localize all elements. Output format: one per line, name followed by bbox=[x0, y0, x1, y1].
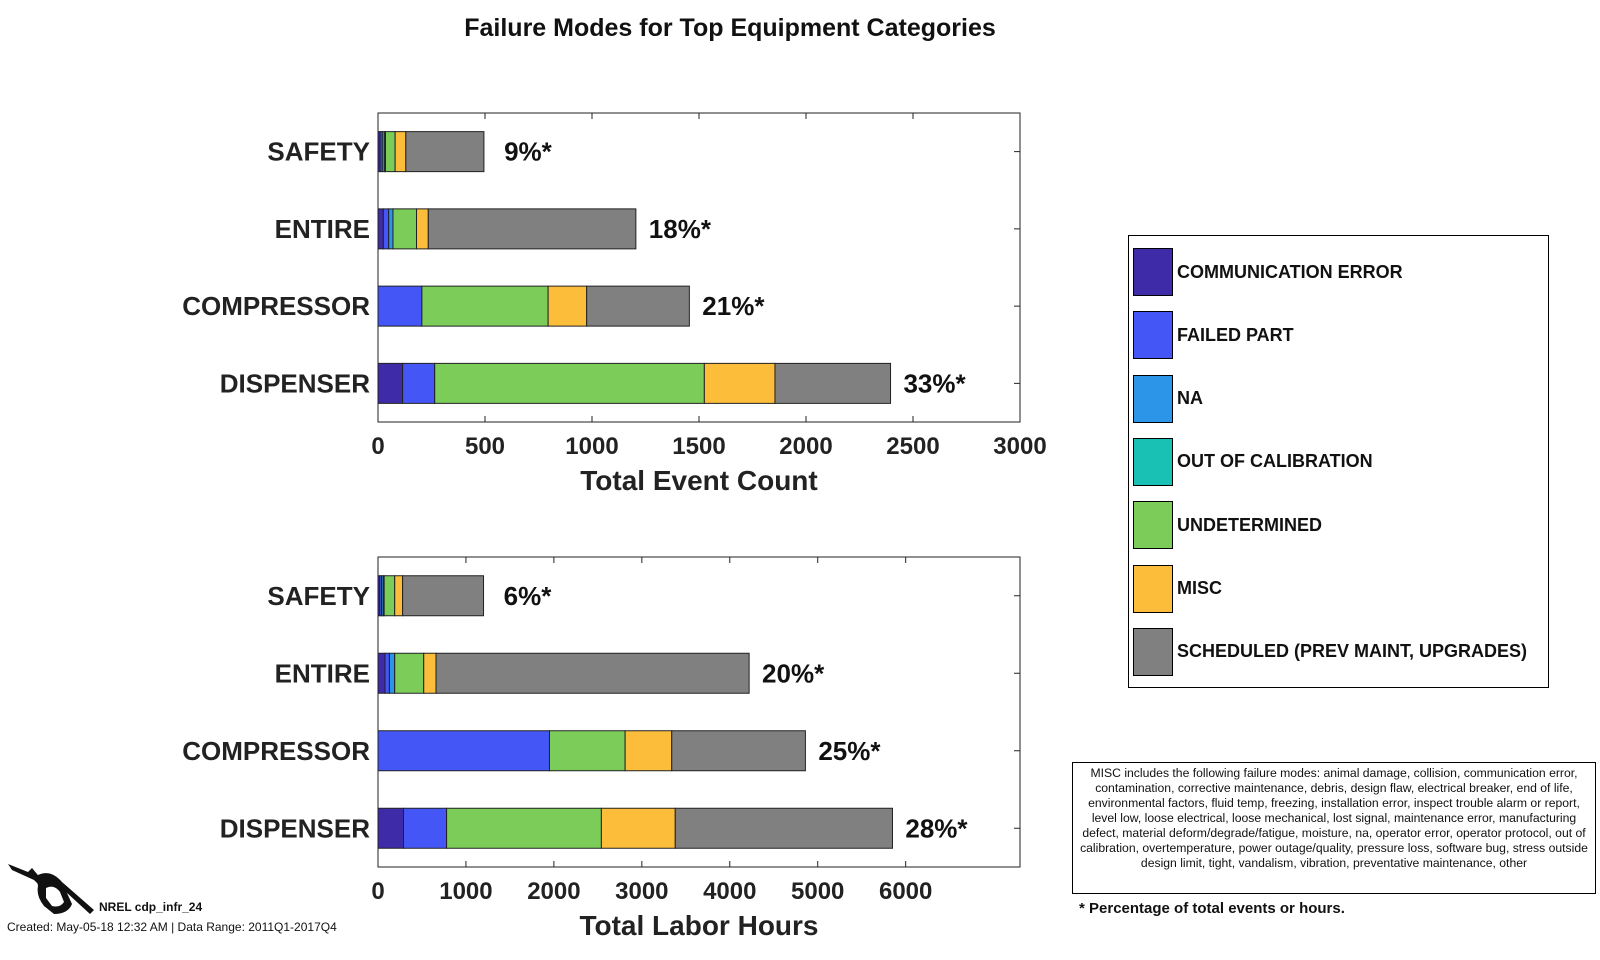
bar-segment-entire-communication-error bbox=[377, 652, 386, 694]
legend-item-na: NA bbox=[1133, 374, 1203, 423]
bar-segment-compressor-scheduled-prev-maint-upgrades bbox=[671, 730, 806, 772]
x-tick-label: 2000 bbox=[527, 878, 580, 905]
bar-segment-compressor-misc bbox=[624, 730, 673, 772]
percent-label-safety: 6%* bbox=[504, 581, 553, 611]
chart-panel-1: 0 500 1000 1500 2000 2500 3000 Total Event Coun… bbox=[182, 112, 1047, 496]
chart-title: Failure Modes for Top Equipment Categori… bbox=[464, 14, 996, 42]
legend-label: UNDETERMINED bbox=[1177, 514, 1323, 535]
legend-label: MISC bbox=[1177, 578, 1222, 598]
bar-segment-dispenser-failed-part bbox=[402, 362, 436, 404]
bar-segment-compressor-failed-part bbox=[377, 285, 423, 327]
bar-segment-entire-scheduled-prev-maint-upgrades bbox=[435, 652, 750, 694]
bar-segment-entire-misc bbox=[423, 652, 437, 694]
percent-label-dispenser: 33%* bbox=[903, 368, 966, 398]
x-axis-title: Total Labor Hours bbox=[579, 910, 818, 941]
bar-segment-entire-misc bbox=[416, 208, 429, 250]
bar-segment-dispenser-scheduled-prev-maint-upgrades bbox=[674, 807, 893, 849]
legend-label: OUT OF CALIBRATION bbox=[1177, 451, 1373, 472]
percent-label-entire: 18%* bbox=[649, 214, 712, 244]
legend-label: SCHEDULED (PREV MAINT, UPGRADES) bbox=[1177, 641, 1528, 662]
x-tick-label: 4000 bbox=[703, 878, 756, 905]
bar-segment-compressor-scheduled-prev-maint-upgrades bbox=[586, 285, 690, 327]
x-tick-label: 0 bbox=[371, 878, 384, 905]
legend-item-scheduled-prev-maint-upgrades: SCHEDULED (PREV MAINT, UPGRADES) bbox=[1133, 627, 1528, 676]
footnote: * Percentage of total events or hours. bbox=[1079, 900, 1345, 917]
category-label-entire: ENTIRE bbox=[275, 214, 370, 244]
category-label-safety: SAFETY bbox=[267, 137, 370, 167]
bar-segment-compressor-misc bbox=[547, 285, 588, 327]
bar-segment-dispenser-misc bbox=[600, 807, 676, 849]
bar-segment-safety-misc bbox=[394, 575, 404, 617]
bar-segment-safety-scheduled-prev-maint-upgrades bbox=[402, 575, 485, 617]
bar-segment-dispenser-undetermined bbox=[446, 807, 602, 849]
x-tick-label: 0 bbox=[371, 433, 384, 460]
x-axis-title: Total Event Count bbox=[580, 465, 817, 496]
x-tick-label: 1000 bbox=[565, 433, 618, 460]
legend-item-communication-error: COMMUNICATION ERROR bbox=[1133, 248, 1403, 296]
x-tick-label: 2000 bbox=[779, 433, 832, 460]
bar-segment-safety-undetermined bbox=[383, 575, 396, 617]
x-tick-label: 6000 bbox=[879, 878, 932, 905]
bar-segment-compressor-undetermined bbox=[548, 730, 626, 772]
x-tick-label: 1500 bbox=[672, 433, 725, 460]
percent-label-dispenser: 28%* bbox=[905, 813, 968, 843]
legend-item-out-of-calibration: OUT OF CALIBRATION bbox=[1133, 437, 1373, 486]
legend-item-undetermined: UNDETERMINED bbox=[1133, 501, 1323, 550]
legend-swatch bbox=[1133, 501, 1173, 550]
legend-swatch bbox=[1133, 437, 1173, 486]
bar-segment-entire-scheduled-prev-maint-upgrades bbox=[427, 208, 637, 250]
bar-segment-dispenser-undetermined bbox=[434, 362, 705, 404]
created-text: Created: May-05-18 12:32 AM | Data Range… bbox=[7, 920, 337, 934]
category-label-safety: SAFETY bbox=[267, 581, 370, 611]
bar-segment-dispenser-scheduled-prev-maint-upgrades bbox=[774, 362, 892, 404]
bar-segment-entire-undetermined bbox=[392, 208, 418, 250]
percent-label-safety: 9%* bbox=[504, 137, 553, 167]
category-label-dispenser: DISPENSER bbox=[220, 813, 370, 843]
legend-label: FAILED PART bbox=[1177, 324, 1294, 345]
x-tick-label: 5000 bbox=[791, 878, 844, 905]
bar-segment-entire-na bbox=[388, 652, 396, 694]
legend-swatch bbox=[1133, 311, 1173, 360]
percent-label-compressor: 21%* bbox=[702, 291, 765, 321]
legend-swatch bbox=[1133, 564, 1173, 613]
fuel-nozzle-icon bbox=[6, 858, 102, 918]
x-tick-label: 3000 bbox=[615, 878, 668, 905]
bar-segment-entire-communication-error bbox=[377, 208, 384, 250]
bar-segment-entire-failed-part bbox=[382, 208, 390, 250]
legend-label: COMMUNICATION ERROR bbox=[1177, 261, 1403, 282]
legend: COMMUNICATION ERROR FAILED PART NA OUT OF C… bbox=[1128, 235, 1549, 688]
bar-segment-dispenser-communication-error bbox=[377, 362, 404, 404]
legend-swatch bbox=[1133, 627, 1173, 676]
logo-text: NREL cdp_infr_24 bbox=[99, 900, 203, 914]
bar-segment-compressor-undetermined bbox=[421, 285, 549, 327]
category-label-entire: ENTIRE bbox=[275, 658, 370, 688]
legend-item-failed-part: FAILED PART bbox=[1133, 311, 1294, 360]
bar-segment-dispenser-misc bbox=[703, 362, 776, 404]
misc-note: MISC includes the following failure mode… bbox=[1072, 762, 1596, 894]
bar-segment-entire-na bbox=[388, 208, 394, 250]
chart-panel-2: 0 1000 2000 3000 4000 5000 6000 Total Labor Hou… bbox=[182, 556, 1021, 941]
legend-swatch bbox=[1133, 374, 1173, 423]
bar-segment-safety-scheduled-prev-maint-upgrades bbox=[405, 131, 485, 173]
category-label-dispenser: DISPENSER bbox=[220, 368, 370, 398]
bar-segment-entire-undetermined bbox=[394, 652, 425, 694]
category-label-compressor: COMPRESSOR bbox=[182, 736, 370, 766]
bar-segment-dispenser-communication-error bbox=[377, 807, 405, 849]
percent-label-entire: 20%* bbox=[762, 658, 825, 688]
legend-label: NA bbox=[1177, 388, 1203, 409]
x-tick-label: 3000 bbox=[993, 433, 1046, 460]
bar-segment-safety-misc bbox=[394, 131, 407, 173]
percent-label-compressor: 25%* bbox=[818, 736, 881, 766]
x-tick-label: 1000 bbox=[439, 878, 492, 905]
legend-swatch bbox=[1133, 248, 1173, 296]
bar-segment-dispenser-failed-part bbox=[403, 807, 448, 849]
bar-segment-entire-failed-part bbox=[384, 652, 390, 694]
x-tick-label: 2500 bbox=[886, 433, 939, 460]
bar-segment-compressor-failed-part bbox=[377, 730, 550, 772]
x-tick-label: 500 bbox=[465, 433, 505, 460]
category-label-compressor: COMPRESSOR bbox=[182, 291, 370, 321]
legend-item-misc: MISC bbox=[1133, 564, 1222, 613]
bar-segment-safety-undetermined bbox=[384, 131, 396, 173]
